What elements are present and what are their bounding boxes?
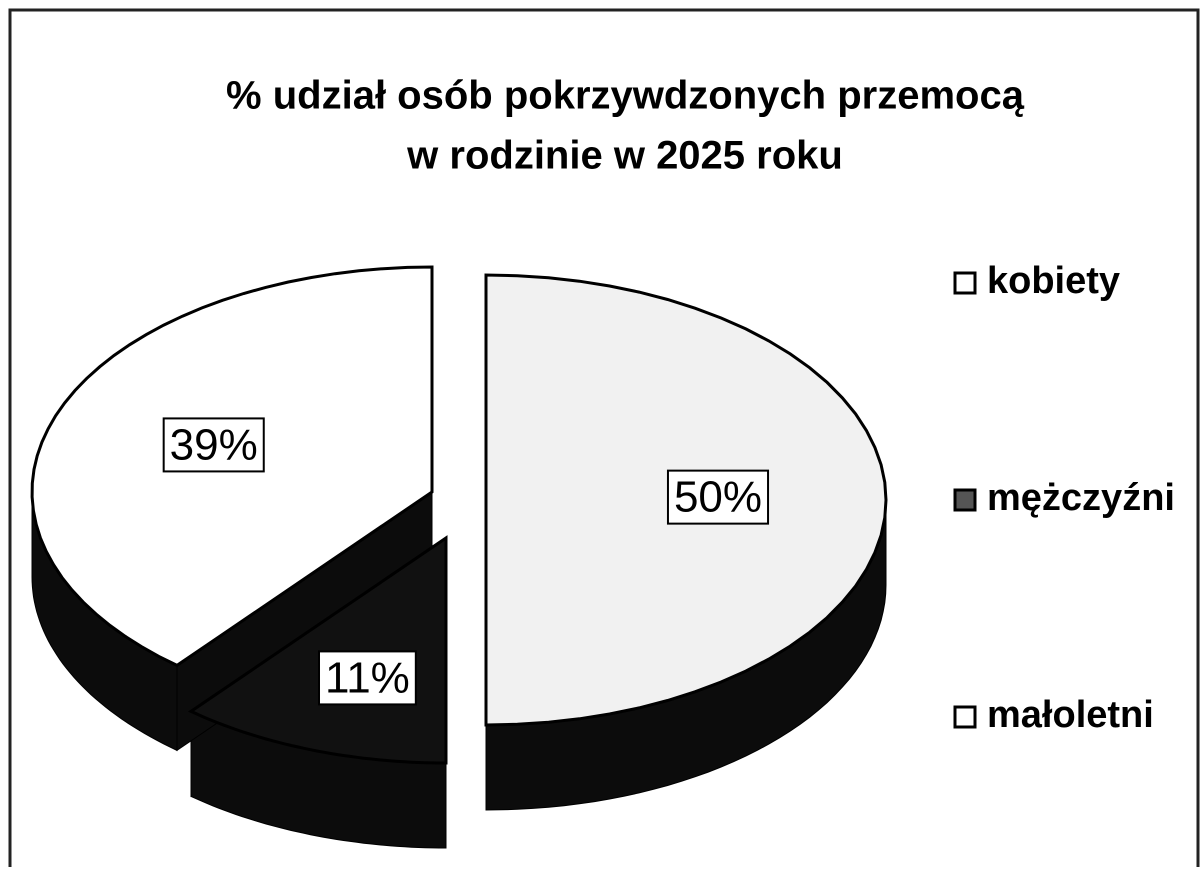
chart-title: w rodzinie w 2025 roku <box>406 134 843 178</box>
legend-marker <box>953 488 977 512</box>
data-label: 11% <box>325 653 410 702</box>
legend-marker <box>953 705 977 729</box>
legend-label: małoletni <box>987 694 1154 736</box>
legend-marker <box>953 271 977 295</box>
data-label-box <box>666 469 770 525</box>
data-label-box <box>162 417 265 473</box>
legend-label: kobiety <box>987 260 1120 302</box>
data-label: 50% <box>674 473 762 522</box>
chart-title: % udział osób pokrzywdzonych przemocą <box>226 74 1025 118</box>
data-label-box <box>318 650 417 706</box>
legend-label: mężczyźni <box>987 477 1175 519</box>
data-label: 39% <box>170 420 258 469</box>
